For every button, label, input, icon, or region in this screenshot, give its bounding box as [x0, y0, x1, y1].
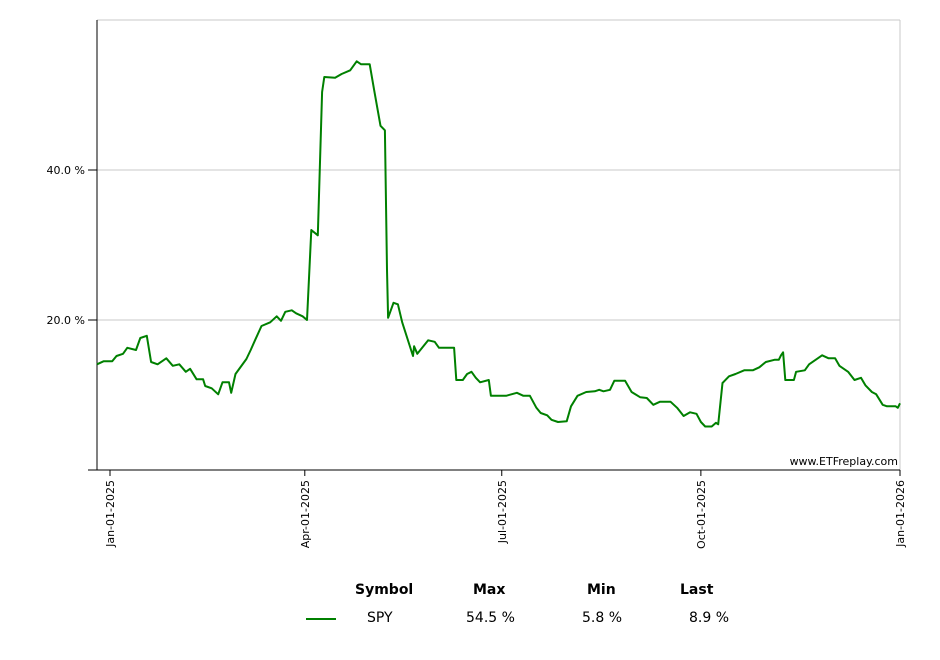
watermark: www.ETFreplay.com — [790, 455, 898, 468]
legend-symbol: SPY — [367, 610, 393, 626]
legend-header-max: Max — [473, 582, 506, 598]
legend-last: 8.9 % — [689, 610, 730, 626]
legend-header-last: Last — [680, 582, 714, 598]
x-tick-label: Oct-01-2025 — [695, 480, 708, 549]
series-line-spy — [96, 60, 901, 428]
x-tick-label: Apr-01-2025 — [299, 480, 312, 548]
x-tick-label: Jan-01-2025 — [104, 480, 117, 548]
x-tick-label: Jan-01-2026 — [894, 480, 907, 548]
y-tick-label: 40.0 % — [47, 164, 85, 177]
legend-max: 54.5 % — [466, 610, 515, 626]
legend-min: 5.8 % — [582, 610, 623, 626]
y-tick-label: 20.0 % — [47, 314, 85, 327]
legend-header-min: Min — [587, 582, 616, 598]
legend-header-symbol: Symbol — [355, 582, 414, 598]
line-chart: 20.0 % 40.0 % Jan-01-2025 Apr-01-2025 Jul-0… — [47, 19, 907, 549]
gridlines — [97, 19, 901, 470]
x-tick-label: Jul-01-2025 — [496, 480, 509, 544]
legend-swatch-spy — [306, 618, 336, 620]
